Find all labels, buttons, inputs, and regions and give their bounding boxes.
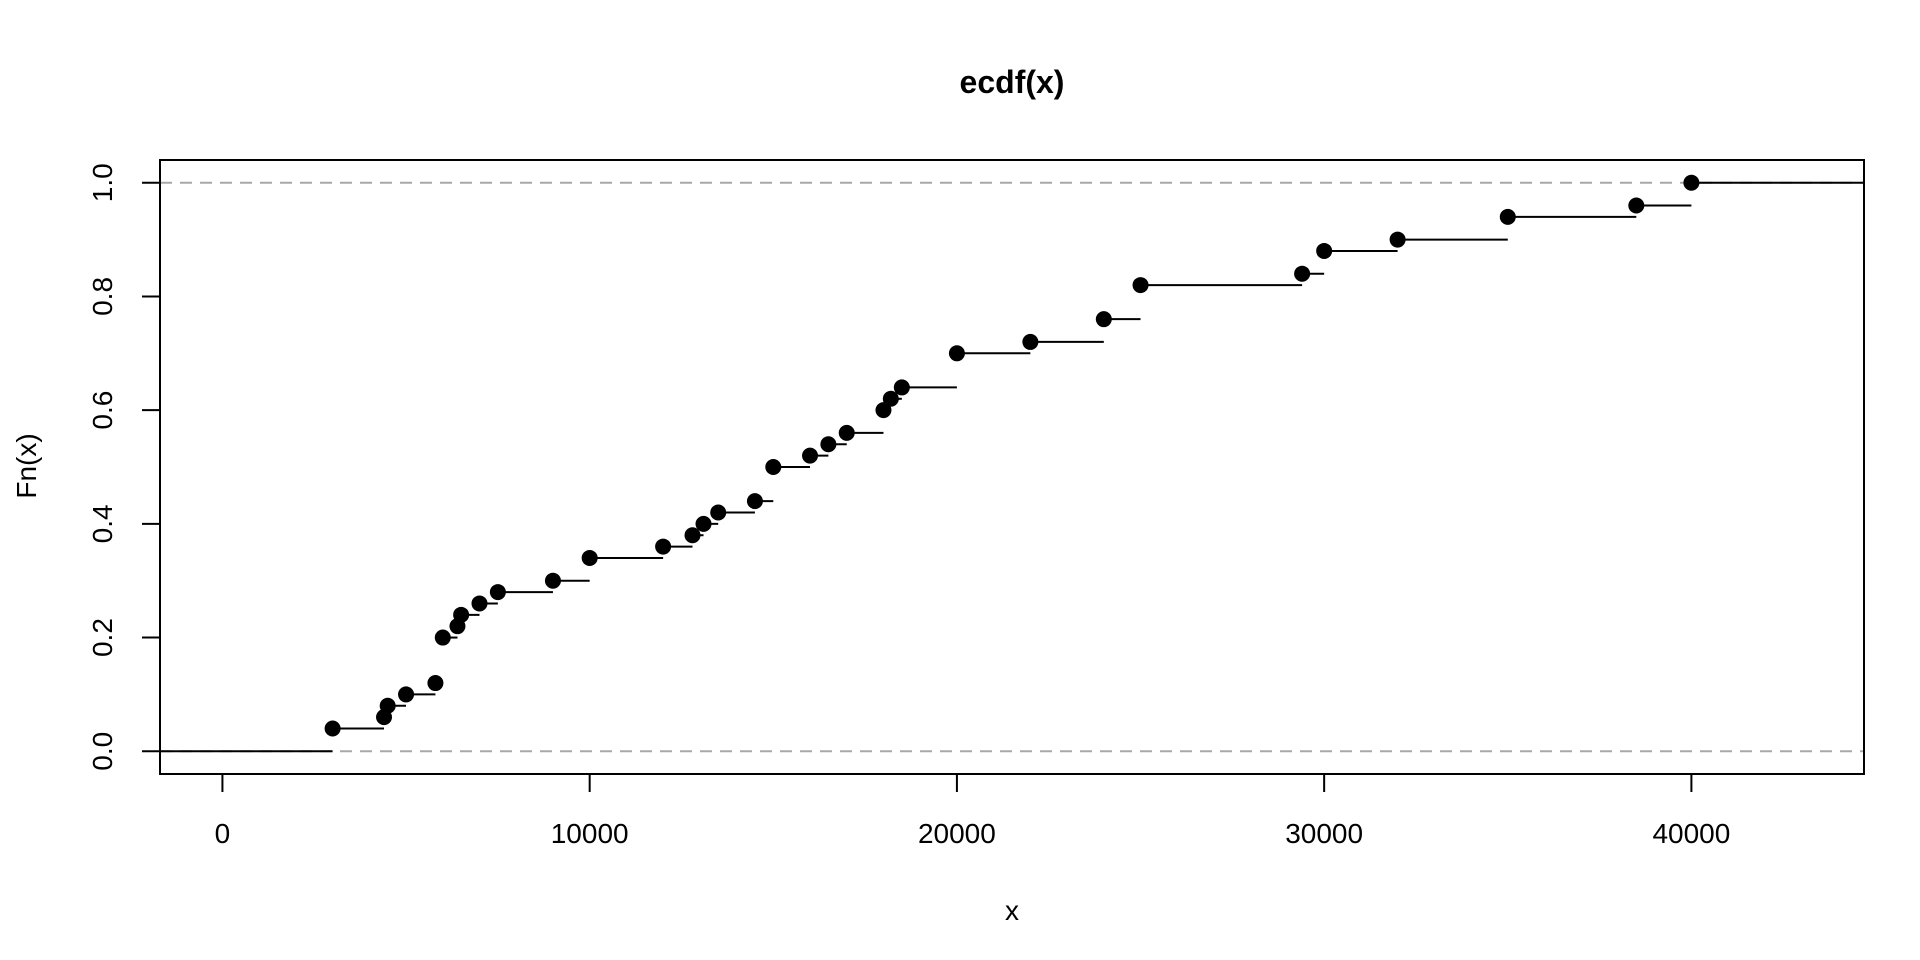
data-point [1389,231,1406,248]
x-tick-label: 0 [215,818,231,849]
step-segments [160,181,1864,753]
data-point [427,675,444,692]
data-point [893,379,910,396]
data-point [882,390,899,407]
data-point [655,538,672,555]
data-point [1022,333,1039,350]
data-point [875,402,892,419]
data-points [324,174,1700,737]
axes: 0 10000 20000 30000 40000 0.0 0.2 0.4 0.6 0.8 1.0 [87,163,1730,849]
data-point [379,697,396,714]
data-point [1628,197,1645,214]
x-axis-label: x [1005,895,1019,926]
y-tick-label: 0.6 [87,391,118,430]
data-point [581,549,598,566]
data-point [802,447,819,464]
data-point [489,584,506,601]
y-tick-label: 0.0 [87,732,118,771]
data-point [695,515,712,532]
data-point [324,720,341,737]
x-tick-label: 30000 [1285,818,1363,849]
data-point [710,504,727,521]
data-point [684,527,701,544]
y-tick-label: 0.2 [87,618,118,657]
x-tick-label: 40000 [1652,818,1730,849]
y-axis-label: Fn(x) [11,433,42,498]
y-tick-label: 0.4 [87,504,118,543]
data-point [820,436,837,453]
chart-title: ecdf(x) [960,64,1065,100]
reference-lines [160,181,1864,753]
plot-frame [159,159,1865,775]
data-point [544,572,561,589]
data-point [1316,242,1333,259]
data-point [1683,174,1700,191]
data-point [746,493,763,510]
data-point [948,345,965,362]
y-tick-label: 0.8 [87,277,118,316]
data-point [765,459,782,475]
data-point [1095,311,1112,328]
x-tick-label: 10000 [551,818,629,849]
data-point [1294,265,1311,282]
y-tick-label: 1.0 [87,163,118,202]
data-point [398,686,415,703]
x-tick-label: 20000 [918,818,996,849]
data-point [434,629,451,646]
data-point [1499,208,1516,225]
data-point [838,424,855,441]
data-point [1132,277,1149,294]
data-point [453,606,470,623]
data-point [471,595,488,612]
